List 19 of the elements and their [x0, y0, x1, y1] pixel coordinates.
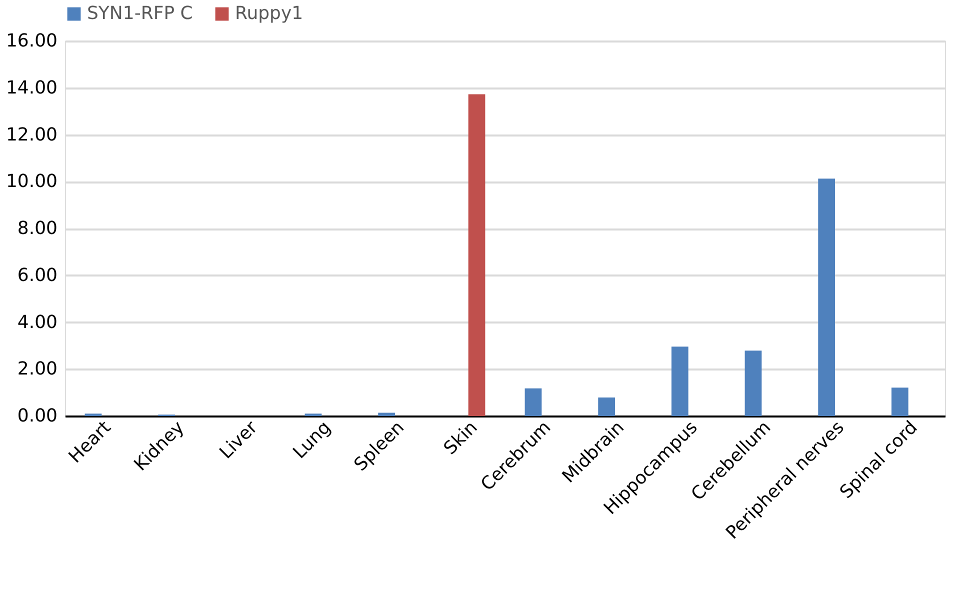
y-tick-label: 2.00: [17, 358, 58, 380]
y-tick-label: 6.00: [17, 264, 58, 286]
bar: [524, 388, 542, 416]
y-tick-label: 8.00: [17, 218, 58, 239]
y-tick-label: 14.00: [6, 77, 58, 98]
bar: [598, 397, 615, 416]
y-tick-label: 10.00: [6, 171, 58, 192]
y-tick-label: 4.00: [17, 312, 58, 333]
legend-label: Ruppy1: [235, 3, 304, 24]
bar: [744, 350, 762, 416]
bar: [378, 412, 395, 416]
bar: [891, 388, 908, 416]
y-tick-label: 0.00: [17, 406, 58, 426]
bar: [468, 94, 486, 416]
bar: [818, 178, 835, 416]
y-tick-label: 16.00: [6, 30, 58, 52]
legend-label: SYN1-RFP C: [87, 3, 193, 24]
y-tick-label: 12.00: [6, 124, 58, 146]
bar: [671, 346, 688, 416]
